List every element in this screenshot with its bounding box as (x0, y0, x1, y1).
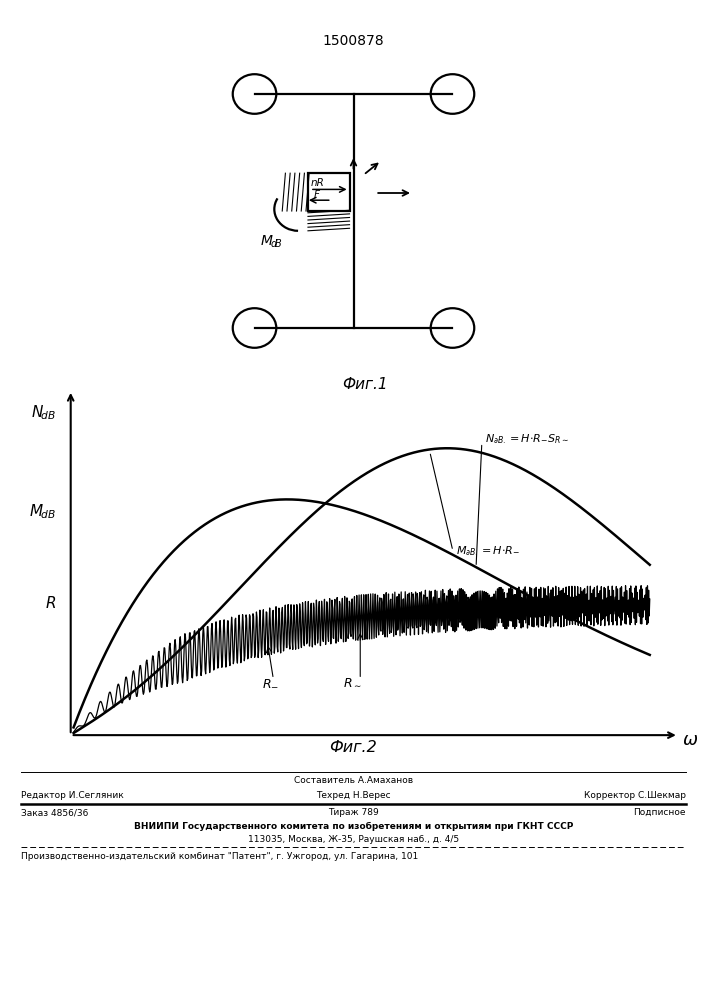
Text: Тираж 789: Тираж 789 (328, 808, 379, 817)
Text: Составитель А.Амаханов: Составитель А.Амаханов (294, 776, 413, 785)
Text: Редактор И.Сегляник: Редактор И.Сегляник (21, 791, 124, 800)
Text: Заказ 4856/36: Заказ 4856/36 (21, 808, 88, 817)
Text: 113035, Москва, Ж-35, Раушская наб., д. 4/5: 113035, Москва, Ж-35, Раушская наб., д. … (248, 835, 459, 844)
Text: $N_{\partial B.}=H{\cdot}R_{-}S_{R\sim}$: $N_{\partial B.}=H{\cdot}R_{-}S_{R\sim}$ (485, 433, 568, 446)
Text: $\omega$: $\omega$ (682, 731, 699, 749)
Text: Корректор С.Шекмар: Корректор С.Шекмар (584, 791, 686, 800)
Text: F: F (314, 190, 320, 200)
Text: Техред Н.Верес: Техред Н.Верес (316, 791, 391, 800)
Text: Подписное: Подписное (633, 808, 686, 817)
Text: $M_{\partial B.}=H{\cdot}R_{-}$: $M_{\partial B.}=H{\cdot}R_{-}$ (456, 544, 520, 558)
Text: nR: nR (311, 178, 325, 188)
Text: 1500878: 1500878 (322, 34, 385, 48)
Text: ВНИИПИ Государственного комитета по изобретениям и открытиям при ГКНТ СССР: ВНИИПИ Государственного комитета по изоб… (134, 822, 573, 831)
Text: $M_{\!\mathit{d}\!\mathit{B}}$: $M_{\!\mathit{d}\!\mathit{B}}$ (260, 233, 284, 250)
Text: R: R (45, 596, 57, 611)
Text: $R_{-}$: $R_{-}$ (262, 676, 279, 689)
Text: $N_{\!\mathit{dB}}$: $N_{\!\mathit{dB}}$ (31, 404, 57, 422)
Text: $R_{\sim}$: $R_{\sim}$ (343, 676, 362, 689)
Text: $M_{\!\mathit{dB}}$: $M_{\!\mathit{dB}}$ (30, 502, 57, 521)
Text: Фиг.2: Фиг.2 (329, 740, 378, 755)
Text: Фиг.1: Фиг.1 (343, 377, 388, 392)
Text: Производственно-издательский комбинат "Патент", г. Ужгород, ул. Гагарина, 101: Производственно-издательский комбинат "П… (21, 852, 419, 861)
Bar (308, 173, 349, 211)
